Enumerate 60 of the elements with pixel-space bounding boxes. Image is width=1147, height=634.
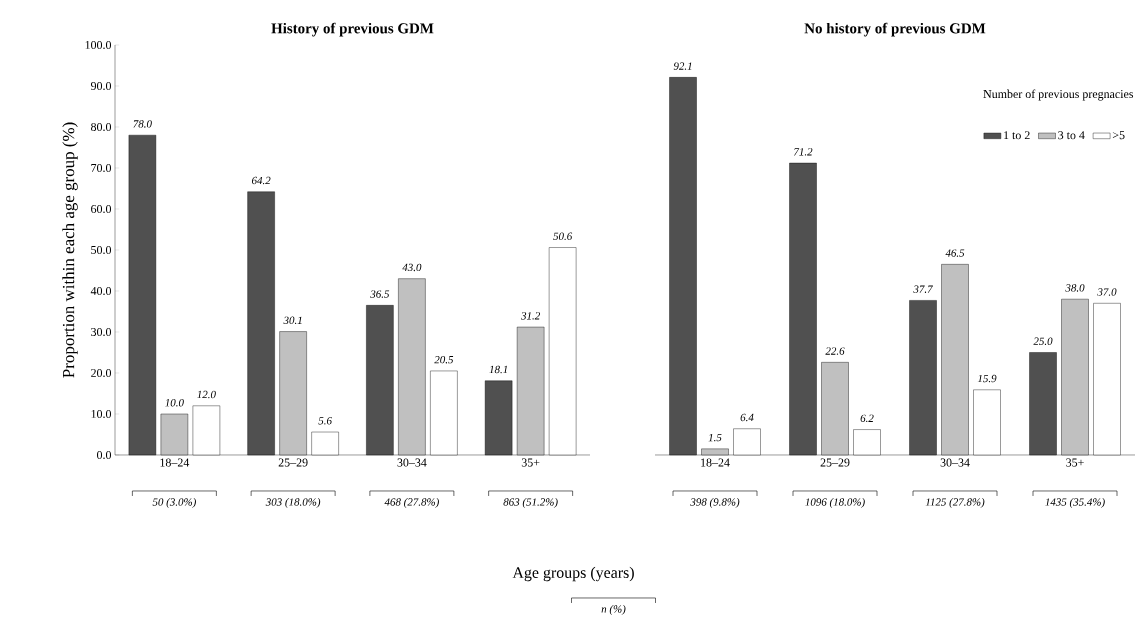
y-tick-label: 80.0	[91, 122, 112, 132]
data-label: 6.2	[860, 414, 874, 423]
legend-label: 3 to 4	[1058, 131, 1085, 140]
data-label: 25.0	[1033, 337, 1053, 345]
x-tick-label: 18–24	[701, 458, 730, 467]
text: 1435 (35.4%)	[1045, 498, 1105, 508]
text: 468 (27.8%)	[384, 498, 439, 508]
x-tick-label: 25–29	[278, 458, 308, 467]
data-label: 1.5	[708, 433, 722, 442]
data-label: 92.1	[673, 62, 692, 70]
data-label: 38.0	[1065, 284, 1085, 292]
chart-title: No history of previous GDM	[804, 22, 986, 37]
data-label: 78.0	[133, 120, 152, 128]
y-tick-label: 40.0	[90, 286, 112, 296]
text: 1096 (18.0%)	[805, 498, 865, 508]
data-label: 5.6	[318, 417, 332, 425]
legend-label: >5	[1112, 131, 1125, 140]
text: 1125 (27.8%)	[925, 498, 985, 508]
x-tick-label: 25–29	[820, 458, 850, 467]
data-label: 15.9	[977, 374, 997, 383]
x-tick-label: 30–34	[397, 458, 427, 467]
data-label: 31.2	[521, 312, 540, 320]
text: 303 (18.0%)	[265, 498, 321, 508]
data-label: 22.6	[825, 347, 845, 355]
data-label: 37.7	[913, 285, 933, 293]
y-tick-label: 70.0	[91, 163, 112, 173]
data-label: 71.2	[794, 148, 813, 156]
y-tick-label: 0.0	[97, 450, 112, 460]
y-tick-label: 60.0	[91, 204, 112, 214]
text: 398 (9.8%)	[690, 498, 740, 508]
x-tick-label: 30–34	[940, 458, 970, 467]
y-tick-label: 30.0	[91, 327, 112, 337]
y-tick-label: 10.0	[91, 409, 112, 419]
text: n (%)	[601, 605, 626, 615]
legend-label: 1 to 2	[1004, 131, 1030, 140]
data-label: 43.0	[402, 263, 422, 272]
y-tick-label: 100.0	[85, 40, 112, 50]
data-label: 20.5	[434, 355, 454, 364]
data-label: 46.5	[945, 249, 965, 257]
x-tick-label: 18–24	[160, 458, 190, 467]
legend-title: Number of previous pregnacies	[983, 89, 1134, 101]
chart-title: History of previous GDM	[271, 22, 434, 37]
data-label: 36.5	[370, 290, 390, 298]
y-tick-label: 50.0	[91, 245, 112, 255]
data-label: 12.0	[197, 390, 216, 399]
text: 50 (3.0%)	[152, 498, 196, 508]
data-label: 30.1	[283, 316, 302, 325]
data-label: 64.2	[251, 176, 271, 185]
x-axis-title: Age groups (years)	[512, 566, 634, 582]
data-label: 10.0	[165, 399, 184, 407]
y-tick-label: 90.0	[90, 81, 112, 91]
y-tick-label: 20.0	[91, 368, 112, 378]
x-tick-label: 35+	[521, 458, 540, 467]
text: 863 (51.2%)	[503, 498, 558, 508]
data-label: 37.0	[1097, 288, 1117, 296]
data-label: 50.6	[553, 232, 573, 240]
x-tick-label: 35+	[1066, 458, 1084, 467]
data-label: 18.1	[489, 365, 508, 374]
data-label: 6.4	[740, 413, 754, 422]
y-axis-title: Proportion within each age group (%)	[62, 122, 78, 378]
